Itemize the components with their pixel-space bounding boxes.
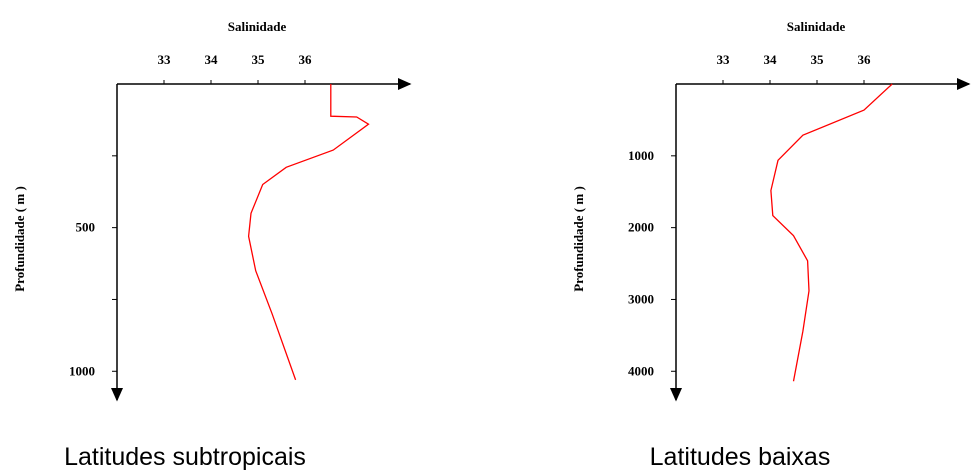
- x-axis-label: Salinidade: [787, 19, 846, 34]
- salinity-line: [247, 84, 370, 381]
- y-tick-label: 1000: [628, 148, 654, 163]
- x-tick-label: 35: [252, 52, 266, 67]
- y-tick-label: 2000: [628, 220, 654, 235]
- y-tick-label: 500: [76, 220, 96, 235]
- y-axis-label: Profundidade ( m ): [12, 186, 27, 292]
- x-tick-label: 33: [158, 52, 172, 67]
- caption: Latitudes baixas: [650, 443, 831, 471]
- x-axis-label: Salinidade: [228, 19, 287, 34]
- x-tick-label: 35: [811, 52, 825, 67]
- x-tick-label: 33: [717, 52, 731, 67]
- y-tick-label: 3000: [628, 291, 654, 306]
- caption: Latitudes subtropicais: [64, 443, 306, 471]
- x-tick-label: 36: [299, 52, 313, 67]
- y-tick-label: 1000: [69, 363, 95, 378]
- salinity-line: [770, 83, 893, 382]
- y-axis-label: Profundidade ( m ): [571, 186, 586, 292]
- x-tick-label: 34: [764, 52, 778, 67]
- y-tick-label: 4000: [628, 363, 654, 378]
- x-tick-label: 36: [858, 52, 872, 67]
- x-tick-label: 34: [205, 52, 219, 67]
